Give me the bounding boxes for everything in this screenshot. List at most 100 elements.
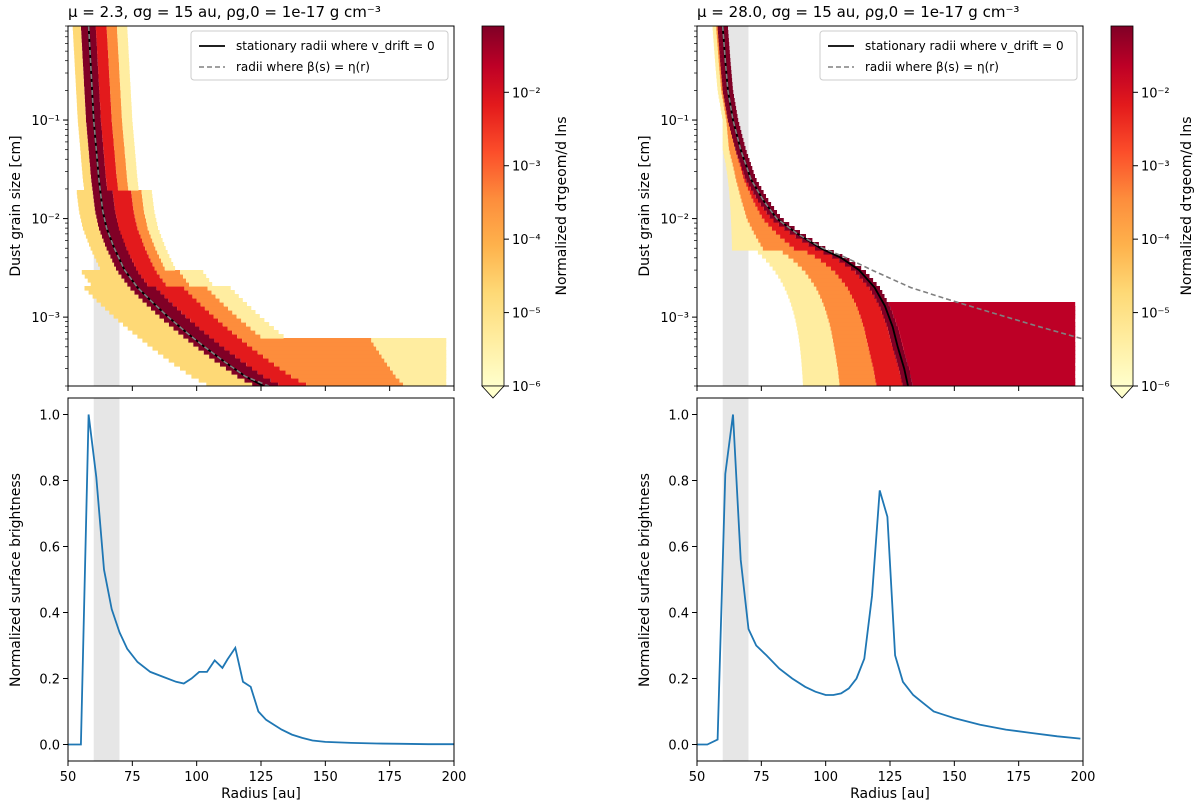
dust-cell — [825, 306, 858, 311]
dust-cell — [899, 330, 1076, 335]
dust-cell — [188, 290, 212, 295]
dust-cell — [137, 334, 184, 339]
dust-cell — [126, 246, 146, 251]
dust-cell — [746, 182, 749, 187]
x-tick-label: 125 — [249, 770, 274, 785]
dust-cell — [252, 346, 377, 351]
dust-cell — [731, 230, 754, 235]
dust-cell — [143, 242, 154, 247]
dust-cell — [109, 78, 120, 83]
dust-cell — [723, 150, 730, 155]
dust-cell — [728, 142, 735, 147]
dust-cell — [117, 218, 136, 223]
dust-cell — [719, 98, 723, 103]
dust-cell — [152, 262, 163, 267]
dust-cell — [755, 202, 761, 207]
dust-cell — [237, 334, 261, 339]
dust-cell — [100, 114, 112, 119]
colorbar-label: Normalized dτgeom/d lns — [1179, 117, 1195, 296]
dust-cell — [112, 122, 123, 127]
dust-cell — [99, 266, 116, 271]
colorbar-tick-label: 10⁻⁶ — [512, 380, 541, 395]
dust-cell — [737, 154, 738, 159]
dust-cell — [118, 226, 138, 231]
dust-cell — [115, 166, 127, 171]
dust-cell — [121, 110, 132, 115]
dust-cell — [722, 142, 729, 147]
dust-cell — [96, 42, 108, 47]
dust-cell — [144, 278, 163, 283]
dust-cell — [898, 326, 1076, 331]
dust-cell — [222, 322, 246, 327]
dust-cell — [797, 262, 826, 267]
dust-cell — [805, 270, 836, 275]
dust-cell — [722, 130, 728, 135]
dust-cell — [134, 214, 146, 219]
dust-cell — [112, 258, 133, 263]
dust-cell — [97, 62, 109, 67]
dust-cell — [112, 130, 124, 135]
dust-cell — [246, 362, 275, 367]
dust-cell — [263, 374, 292, 379]
dust-cell — [730, 210, 745, 215]
dust-cell — [196, 298, 220, 303]
dust-cell — [120, 86, 131, 91]
dust-cell — [174, 362, 220, 367]
dust-cell — [761, 214, 770, 219]
dust-cell — [97, 46, 108, 51]
dust-cell — [76, 190, 93, 195]
dust-cell — [130, 286, 157, 291]
right-panel-title: μ = 28.0, σg = 15 au, ρg,0 = 1e-17 g cm⁻… — [697, 3, 1019, 21]
dust-cell — [96, 30, 107, 35]
dust-cell — [792, 306, 825, 311]
dust-cell — [780, 234, 796, 239]
dust-cell — [107, 38, 118, 43]
dust-cell — [232, 330, 256, 335]
dust-cell — [715, 62, 719, 67]
dust-cell — [105, 242, 126, 247]
dust-cell — [110, 86, 121, 91]
dust-cell — [122, 118, 133, 123]
dust-cell — [119, 74, 130, 79]
dust-cell — [740, 194, 752, 199]
dust-cell — [121, 106, 132, 111]
dust-cell — [379, 350, 447, 355]
dust-cell — [118, 270, 139, 275]
dust-cell — [100, 102, 111, 107]
dust-cell — [117, 182, 128, 187]
dust-cell — [80, 154, 90, 159]
x-tick-label: 175 — [1006, 770, 1031, 785]
dust-cell — [876, 382, 903, 386]
dust-cell — [852, 294, 875, 299]
dust-cell — [84, 274, 122, 279]
dust-cell — [760, 242, 790, 247]
dust-cell — [137, 226, 148, 231]
dust-cell — [912, 382, 1076, 386]
dust-cell — [115, 210, 134, 215]
dust-cell — [188, 338, 215, 343]
dust-cell — [717, 90, 722, 95]
x-axis-label: Radius [au] — [221, 786, 301, 802]
dust-cell — [195, 322, 223, 327]
dust-cell — [119, 70, 130, 75]
dust-cell — [730, 214, 747, 219]
dust-cell — [87, 278, 125, 283]
dust-cell — [147, 342, 194, 347]
dust-cell — [111, 114, 122, 119]
y-tick-label: 0.4 — [668, 607, 689, 622]
legend-beta-label: radii where β(s) = η(r) — [236, 60, 370, 74]
dust-cell — [745, 210, 760, 215]
dust-cell — [742, 170, 744, 175]
dust-cell — [242, 338, 372, 343]
dust-cell — [828, 318, 862, 323]
dust-cell — [191, 374, 238, 379]
dust-cell — [124, 278, 145, 283]
x-tick-label: 50 — [60, 770, 77, 785]
heatmap-panel-left: 10⁻¹ 10⁻² 10⁻³ Dust grain size [cm] statio… — [8, 25, 455, 391]
dust-cell — [713, 38, 718, 43]
dust-cell — [120, 230, 139, 235]
dust-cell — [788, 254, 815, 259]
dust-cell — [215, 294, 239, 299]
dust-cell — [101, 122, 113, 127]
y-axis-label: Normalized surface brightness — [8, 473, 24, 687]
